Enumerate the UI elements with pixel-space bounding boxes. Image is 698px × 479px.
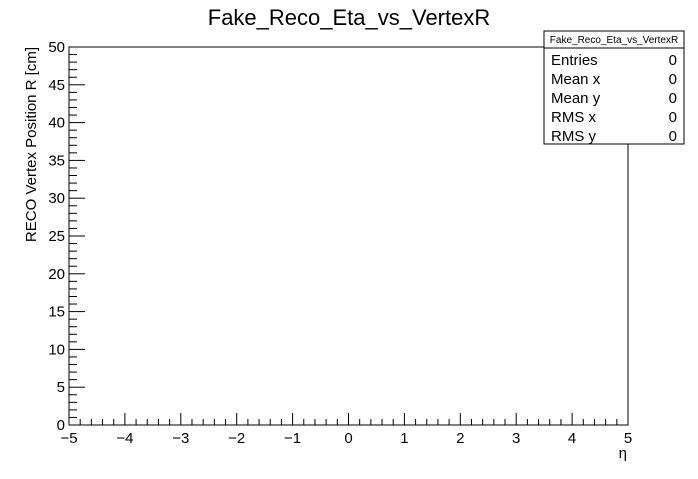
chart-title: Fake_Reco_Eta_vs_VertexR bbox=[208, 5, 491, 30]
x-tick-label: 4 bbox=[568, 430, 576, 447]
y-tick-label: 25 bbox=[48, 228, 65, 245]
x-tick-label: −4 bbox=[116, 430, 133, 447]
x-tick-label: −2 bbox=[228, 430, 245, 447]
y-axis: 0 5 10 15 20 25 30 35 40 45 50 bbox=[48, 39, 85, 434]
x-tick-label: 2 bbox=[456, 430, 464, 447]
stats-row-label: RMS x bbox=[551, 109, 597, 126]
stats-row-value: 0 bbox=[669, 52, 677, 69]
x-tick-label: −1 bbox=[284, 430, 301, 447]
stats-row-value: 0 bbox=[669, 71, 677, 88]
stats-row-label: Mean x bbox=[551, 71, 601, 88]
x-axis: −5 −4 −3 −2 −1 0 1 2 3 4 5 bbox=[60, 413, 632, 447]
y-tick-label: 40 bbox=[48, 115, 65, 132]
x-tick-label: −3 bbox=[172, 430, 189, 447]
y-tick-label: 45 bbox=[48, 77, 65, 94]
stats-row-value: 0 bbox=[669, 109, 677, 126]
stats-box-frame bbox=[543, 30, 685, 145]
stats-box-name: Fake_Reco_Eta_vs_VertexR bbox=[550, 35, 678, 46]
stats-box: Fake_Reco_Eta_vs_VertexR Entries 0 Mean x 0… bbox=[543, 30, 685, 145]
x-axis-label: η bbox=[619, 445, 627, 462]
x-tick-label: 5 bbox=[624, 430, 632, 447]
stats-row-value: 0 bbox=[669, 90, 677, 107]
y-tick-label: 15 bbox=[48, 304, 65, 321]
y-tick-label: 0 bbox=[57, 417, 65, 434]
y-tick-label: 10 bbox=[48, 341, 65, 358]
stats-row-label: Entries bbox=[551, 52, 598, 69]
y-tick-label: 50 bbox=[48, 39, 65, 56]
y-tick-label: 5 bbox=[57, 379, 65, 396]
x-tick-label: 0 bbox=[344, 430, 352, 447]
x-tick-label: 1 bbox=[400, 430, 408, 447]
x-tick-label: 3 bbox=[512, 430, 520, 447]
y-tick-label: 20 bbox=[48, 266, 65, 283]
stats-row-value: 0 bbox=[669, 128, 677, 145]
x-tick-label: −5 bbox=[60, 430, 77, 447]
y-tick-label: 35 bbox=[48, 152, 65, 169]
stats-row-label: RMS y bbox=[551, 128, 597, 145]
y-tick-label: 30 bbox=[48, 190, 65, 207]
stats-row-label: Mean y bbox=[551, 90, 601, 107]
y-axis-label: RECO Vertex Position R [cm] bbox=[23, 47, 40, 242]
